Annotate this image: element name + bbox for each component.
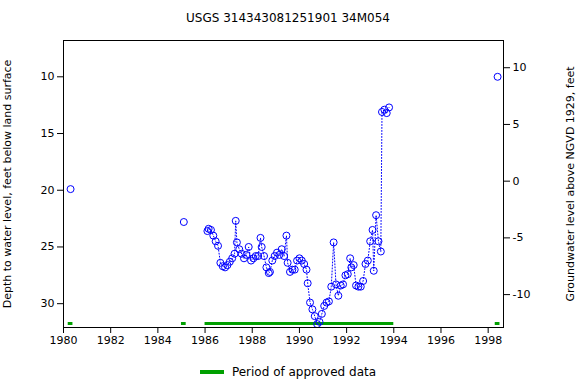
svg-text:1984: 1984 (144, 334, 172, 347)
svg-text:Groundwater level above NGVD 1: Groundwater level above NGVD 1929, feet (564, 66, 576, 302)
svg-text:1988: 1988 (238, 334, 266, 347)
svg-text:1992: 1992 (333, 334, 361, 347)
svg-text:10: 10 (513, 61, 527, 74)
svg-text:1986: 1986 (191, 334, 219, 347)
svg-text:1990: 1990 (285, 334, 313, 347)
svg-text:Depth to water level, feet bel: Depth to water level, feet below land su… (1, 59, 14, 308)
svg-text:30: 30 (41, 297, 55, 310)
svg-text:1998: 1998 (474, 334, 502, 347)
svg-text:1996: 1996 (427, 334, 455, 347)
svg-text:0: 0 (513, 175, 520, 188)
svg-text:1982: 1982 (97, 334, 125, 347)
svg-text:5: 5 (513, 118, 520, 131)
svg-text:-10: -10 (513, 288, 531, 301)
svg-text:1994: 1994 (380, 334, 408, 347)
svg-text:-5: -5 (513, 231, 524, 244)
svg-text:1980: 1980 (50, 334, 78, 347)
svg-text:20: 20 (41, 184, 55, 197)
svg-text:25: 25 (41, 240, 55, 253)
html-text:Period of approved data: Period of approved data (231, 365, 377, 379)
svg-text:15: 15 (41, 127, 55, 140)
html-text:USGS 314343081251901 34M054: USGS 314343081251901 34M054 (186, 11, 390, 25)
svg-text:10: 10 (41, 70, 55, 83)
